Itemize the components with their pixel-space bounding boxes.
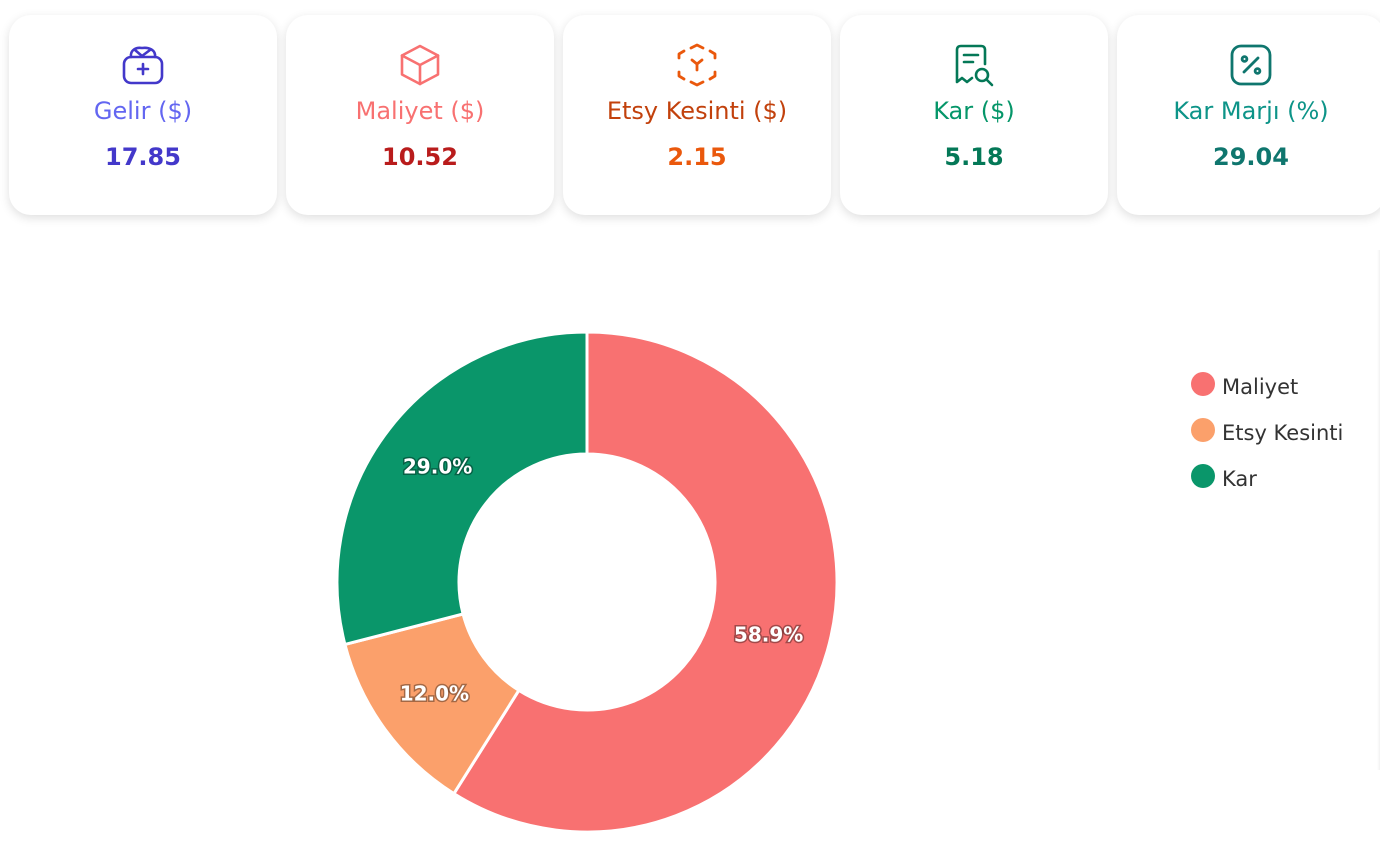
card-kar: Kar ($) 5.18: [840, 15, 1108, 215]
card-label: Kar Marjı (%): [1173, 97, 1329, 125]
legend-label[interactable]: Etsy Kesinti: [1222, 421, 1343, 445]
legend-label[interactable]: Kar: [1222, 467, 1257, 491]
legend-label[interactable]: Maliyet: [1222, 375, 1298, 399]
money-bag-icon: [120, 42, 166, 88]
card-value: 29.04: [1213, 143, 1289, 171]
slice-label: 29.0%: [403, 454, 472, 478]
percent-badge-icon: [1228, 42, 1274, 88]
legend-marker[interactable]: [1191, 464, 1215, 488]
card-value: 5.18: [944, 143, 1004, 171]
card-value: 10.52: [382, 143, 458, 171]
slice-kar[interactable]: [335, 330, 589, 647]
slice-maliyet[interactable]: [451, 330, 839, 834]
card-label: Etsy Kesinti ($): [606, 97, 788, 125]
panel-edge: [1377, 250, 1380, 770]
slice-label: 12.0%: [400, 681, 469, 705]
card-etsy-kesinti: Etsy Kesinti ($) 2.15: [563, 15, 831, 215]
legend-marker[interactable]: [1191, 372, 1215, 396]
chart-slices: [335, 330, 839, 834]
card-gelir: Gelir ($) 17.85: [9, 15, 277, 215]
card-kar-marji: Kar Marjı (%) 29.04: [1117, 15, 1380, 215]
slice-label: 58.9%: [734, 622, 803, 646]
legend-marker[interactable]: [1191, 418, 1215, 442]
cube-scan-icon: [674, 42, 720, 88]
box-icon: [397, 42, 443, 88]
card-label: Maliyet ($): [355, 97, 485, 125]
chart-slice-labels: 58.9% 12.0% 29.0%: [398, 453, 805, 707]
chart-legend: Maliyet Etsy Kesinti Kar: [1191, 372, 1343, 491]
card-value: 2.15: [667, 143, 727, 171]
card-maliyet: Maliyet ($) 10.52: [286, 15, 554, 215]
receipt-search-icon: [951, 42, 997, 88]
card-value: 17.85: [105, 143, 181, 171]
card-label: Kar ($): [933, 97, 1015, 125]
summary-cards: Gelir ($) 17.85 Maliyet ($) 10.52: [0, 0, 1380, 240]
card-label: Gelir ($): [93, 97, 193, 125]
